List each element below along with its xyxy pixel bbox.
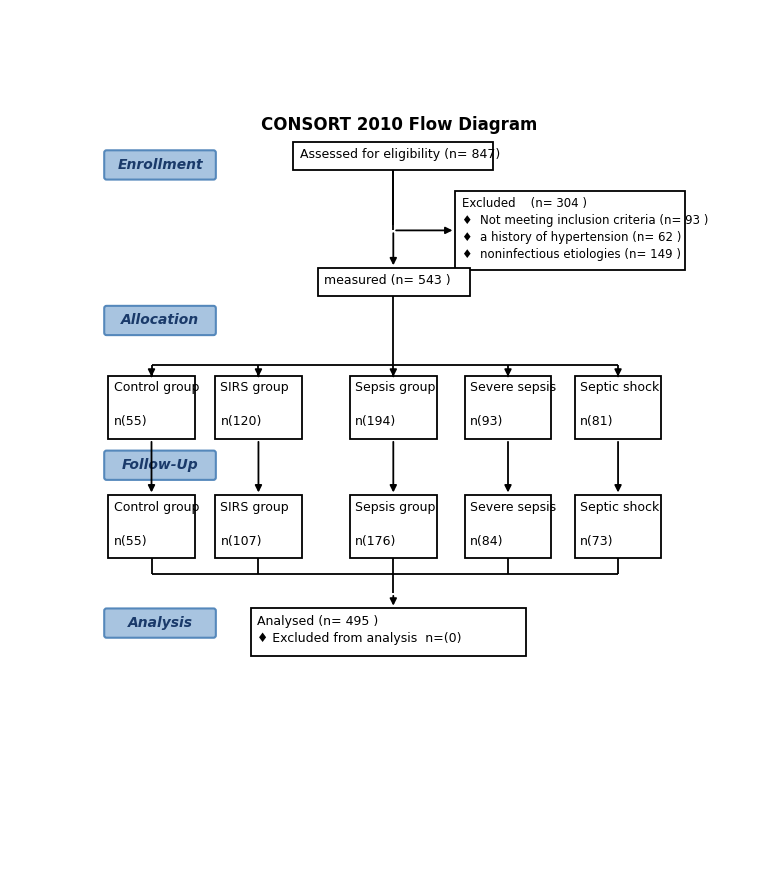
Bar	[108, 496, 195, 558]
Bar	[251, 608, 526, 656]
Bar	[575, 496, 661, 558]
Text: CONSORT 2010 Flow Diagram: CONSORT 2010 Flow Diagram	[261, 115, 537, 134]
Bar	[455, 191, 685, 270]
Text: Analysed (n= 495 )
♦ Excluded from analysis  n=(0): Analysed (n= 495 ) ♦ Excluded from analy…	[257, 614, 461, 645]
Text: SIRS group

n(120): SIRS group n(120)	[220, 381, 289, 428]
Text: Septic shock

n(81): Septic shock n(81)	[580, 381, 659, 428]
Text: Septic shock

n(73): Septic shock n(73)	[580, 501, 659, 548]
Text: Control group

n(55): Control group n(55)	[114, 501, 199, 548]
FancyBboxPatch shape	[104, 451, 216, 480]
FancyBboxPatch shape	[104, 306, 216, 335]
Text: Severe sepsis

n(84): Severe sepsis n(84)	[470, 501, 556, 548]
Text: Assessed for eligibility (n= 847): Assessed for eligibility (n= 847)	[300, 148, 499, 161]
Text: Allocation: Allocation	[121, 314, 199, 328]
Bar	[293, 142, 493, 170]
Bar	[215, 496, 302, 558]
Bar	[575, 376, 661, 439]
Bar	[350, 376, 436, 439]
Bar	[464, 496, 552, 558]
Text: Sepsis group

n(176): Sepsis group n(176)	[356, 501, 436, 548]
Text: Excluded    (n= 304 )
♦  Not meeting inclusion criteria (n= 93 )
♦  a history of: Excluded (n= 304 ) ♦ Not meeting inclusi…	[461, 198, 708, 261]
Text: Analysis: Analysis	[128, 616, 192, 630]
Text: Sepsis group

n(194): Sepsis group n(194)	[356, 381, 436, 428]
Text: Severe sepsis

n(93): Severe sepsis n(93)	[470, 381, 556, 428]
Bar	[215, 376, 302, 439]
Text: measured (n= 543 ): measured (n= 543 )	[324, 274, 451, 288]
Text: SIRS group

n(107): SIRS group n(107)	[220, 501, 289, 548]
Bar	[108, 376, 195, 439]
Text: Control group

n(55): Control group n(55)	[114, 381, 199, 428]
FancyBboxPatch shape	[104, 150, 216, 179]
Text: Enrollment: Enrollment	[117, 158, 203, 172]
FancyBboxPatch shape	[104, 608, 216, 638]
Bar	[318, 268, 470, 295]
Bar	[464, 376, 552, 439]
Text: Follow-Up: Follow-Up	[121, 458, 198, 472]
Bar	[350, 496, 436, 558]
